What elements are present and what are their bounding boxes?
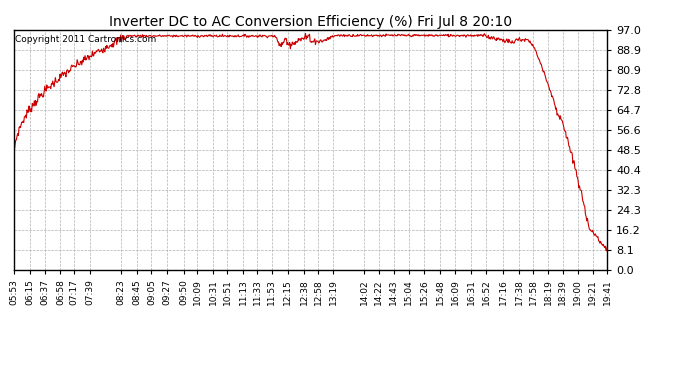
Text: Copyright 2011 Cartronics.com: Copyright 2011 Cartronics.com: [15, 35, 156, 44]
Title: Inverter DC to AC Conversion Efficiency (%) Fri Jul 8 20:10: Inverter DC to AC Conversion Efficiency …: [109, 15, 512, 29]
